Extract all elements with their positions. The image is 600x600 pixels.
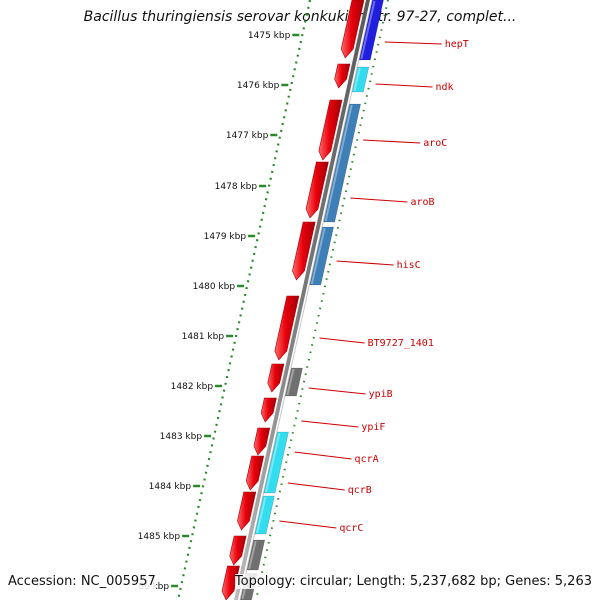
labels-layer: hepT ndk aroC aroB hisC BT9727_1401 ypiB ypiF qc… (279, 39, 469, 534)
cds-block-highlight (310, 227, 326, 285)
gene-label-bt9727_1401: BT9727_1401 (368, 338, 434, 349)
gene-label-leader (363, 139, 421, 144)
ruler-tick-label: 1485 kbp (138, 532, 181, 542)
gene-label-leader (301, 420, 359, 428)
cds-block (323, 103, 361, 223)
gene-label-ndk: ndk (436, 82, 454, 93)
gene-label-aroc: aroC (423, 138, 447, 149)
cds-block-highlight (265, 432, 281, 493)
gene-label-qcrc: qcrC (339, 523, 363, 534)
cds-block-highlight (324, 104, 353, 222)
forward-cds-arrow (334, 63, 351, 89)
forward-cds-arrow (260, 397, 277, 423)
ruler-tick-label: 1475 kbp (248, 31, 291, 41)
cds-block-highlight (286, 368, 295, 396)
cds-block (254, 495, 275, 535)
map-title: Bacillus thuringiensis serovar konkukian… (83, 9, 517, 25)
genome-summary: Topology: circular; Length: 5,237,682 bp… (234, 574, 592, 589)
gene-label-ypif: ypiF (361, 422, 385, 433)
ruler-tick-label: 1478 kbp (215, 182, 258, 192)
forward-cds-arrow (245, 455, 265, 491)
forward-cds-arrow (318, 99, 343, 161)
cds-block (351, 66, 370, 93)
backbone (234, 0, 370, 600)
gene-label-leader (350, 197, 408, 203)
backbone-layer (234, 0, 389, 600)
cds-block-highlight (248, 540, 257, 570)
ruler-tick-label: 1484 kbp (149, 482, 192, 492)
gene-label-leader (375, 83, 433, 88)
backbone-inner (239, 0, 373, 600)
cds-block-highlight (360, 0, 376, 60)
gene-label-leader (308, 387, 366, 395)
ruler-tick-label: 1476 kbp (237, 81, 280, 91)
cds-block (309, 226, 334, 286)
forward-cds-arrow (340, 0, 365, 59)
cds-block-highlight (353, 67, 361, 92)
gene-label-qcrb: qcrB (348, 485, 372, 496)
gene-label-leader (319, 337, 365, 344)
gene-label-ypib: ypiB (369, 389, 393, 400)
ruler-tick-label: 1481 kbp (182, 332, 225, 342)
cds-block (246, 539, 266, 571)
gene-label-leader (279, 520, 337, 529)
forward-cds-arrow (274, 295, 300, 361)
gene-label-leader (287, 482, 345, 491)
ruler-tick-label: 1479 kbp (204, 232, 247, 242)
ruler-tick-label: 1477 kbp (226, 131, 269, 141)
ruler-tick-label: 1480 kbp (193, 282, 236, 292)
cds-block-highlight (256, 496, 267, 534)
forward-cds-arrow (253, 427, 271, 456)
gene-label-leader (336, 260, 394, 266)
gene-label-leader (384, 41, 442, 45)
ruler-line (176, 0, 312, 600)
gene-label-hept: hepT (445, 39, 469, 50)
gene-label-hisc: hisC (397, 260, 421, 271)
gene-label-qcra: qcrA (355, 454, 379, 465)
forward-cds-arrow (292, 221, 316, 281)
forward-cds-arrow (305, 161, 329, 219)
ruler-tick-label: 1483 kbp (160, 432, 203, 442)
forward-cds-arrow (267, 363, 285, 393)
gene-label-arob: aroB (410, 197, 434, 208)
cds-block (263, 431, 289, 494)
forward-cds-arrow (229, 535, 247, 566)
accession-text: Accession: NC_005957 (8, 574, 156, 589)
genes-layer (221, 0, 384, 600)
forward-cds-arrow (237, 491, 257, 531)
cds-block (285, 367, 303, 397)
ruler-tick-label: 1482 kbp (171, 382, 214, 392)
ruler-layer: 1475 kbp 1476 kbp 1477 kbp 1478 kbp 1479 kbp… (138, 0, 312, 600)
cds-block (358, 0, 384, 61)
gene-label-leader (294, 451, 352, 460)
